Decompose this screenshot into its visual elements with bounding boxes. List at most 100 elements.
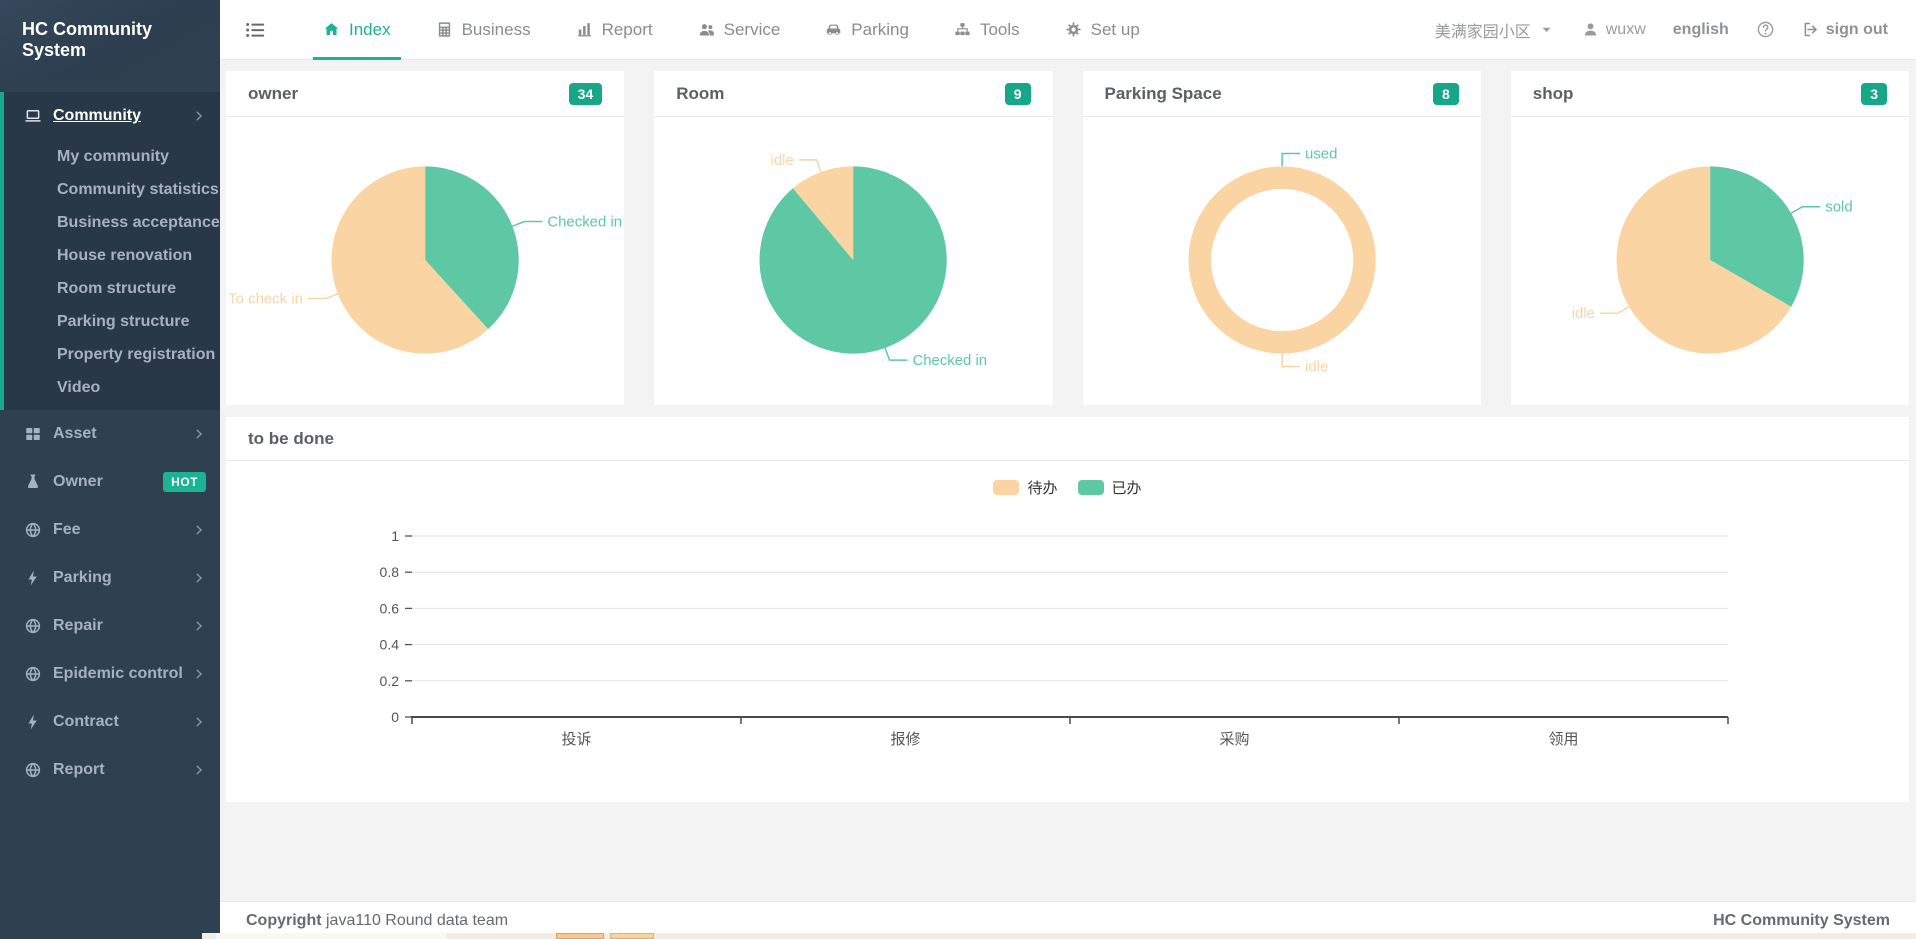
todo-panel-header: to be done	[226, 417, 1909, 461]
svg-text:0: 0	[391, 709, 399, 725]
sign-out-label: sign out	[1825, 20, 1888, 38]
tab-tools[interactable]: Tools	[939, 0, 1035, 59]
svg-text:To check in: To check in	[228, 290, 303, 307]
sidebar-item-epidemic-control[interactable]: Epidemic control	[0, 650, 220, 698]
chevron-right-icon	[192, 523, 206, 537]
sidebar-item-contract[interactable]: Contract	[0, 698, 220, 746]
tab-label: Report	[601, 19, 653, 39]
count-badge: 3	[1861, 82, 1887, 105]
count-badge: 34	[568, 82, 603, 105]
sidebar-item-business-acceptance[interactable]: Business acceptance	[57, 214, 220, 231]
sidebar-item-my-community[interactable]: My community	[57, 148, 170, 165]
svg-text:1: 1	[391, 528, 399, 544]
sidebar-item-parking-structure[interactable]: Parking structure	[57, 313, 190, 330]
sidebar-item-community[interactable]: Community	[4, 92, 220, 140]
car-icon	[825, 21, 842, 38]
tab-parking[interactable]: Parking	[810, 0, 924, 59]
sidebar-item-label: Contract	[53, 713, 119, 730]
count-badge: 9	[1004, 82, 1031, 105]
card-header: Parking Space 8	[1082, 71, 1481, 117]
sidebar: HC Community System Community My communi…	[0, 0, 220, 939]
copyright-team: java110 Round data team	[326, 911, 509, 929]
legend-item[interactable]: 已办	[1077, 477, 1142, 498]
sign-out-icon	[1802, 21, 1819, 38]
legend-item[interactable]: 待办	[993, 477, 1058, 498]
sidebar-item-owner[interactable]: Owner HOT	[0, 458, 220, 506]
content: owner 34 Checked in To check in Room 9 Ch…	[220, 60, 1916, 939]
chevron-right-icon	[192, 715, 206, 729]
todo-panel: to be done 待办 已办 0 0.2 0.4 0.6 0.8 1 投诉 报修 采购 领用	[226, 417, 1909, 802]
shop-pie-chart[interactable]: sold idle	[1511, 117, 1909, 405]
card-header: owner 34	[226, 71, 625, 117]
tab-service[interactable]: Service	[683, 0, 796, 59]
tab-report[interactable]: Report	[561, 0, 668, 59]
bar-chart-icon	[576, 21, 593, 38]
menu-toggle-icon[interactable]	[244, 19, 266, 41]
topbar: Index Business Report Service Parking	[220, 0, 1916, 60]
sidebar-item-label: Parking	[53, 569, 112, 586]
todo-bar-chart[interactable]: 0 0.2 0.4 0.6 0.8 1 投诉 报修 采购 领用	[226, 461, 1909, 802]
sidebar-item-label: Asset	[53, 425, 97, 442]
tab-set-up[interactable]: Set up	[1050, 0, 1155, 59]
help-icon[interactable]	[1756, 20, 1775, 39]
calculator-icon	[436, 21, 453, 38]
sidebar-item-label: Repair	[53, 617, 103, 634]
sidebar-item-parking[interactable]: Parking	[0, 554, 220, 602]
bottom-strip-orange-segment	[610, 933, 654, 939]
sidebar-item-label: Epidemic control	[53, 665, 183, 682]
globe-icon	[24, 617, 42, 635]
panel-title: to be done	[248, 428, 334, 448]
sidebar-item-house-renovation[interactable]: House renovation	[57, 247, 193, 264]
card-body: sold idle	[1511, 117, 1909, 405]
bottom-strip-segment	[216, 933, 446, 939]
card-header: shop 3	[1510, 71, 1909, 117]
chevron-right-icon	[192, 667, 206, 681]
bolt-icon	[24, 713, 42, 731]
community-selector[interactable]: 美满家园小区	[1435, 18, 1555, 42]
chevron-right-icon	[192, 763, 206, 777]
sidebar-item-property-registration[interactable]: Property registration	[57, 346, 216, 363]
sidebar-item-video[interactable]: Video	[57, 379, 101, 396]
language-toggle[interactable]: english	[1672, 20, 1729, 38]
room-pie-chart[interactable]: Checked in idle	[654, 117, 1052, 405]
sidebar-item-label: Community	[53, 107, 141, 124]
copyright-label: Copyright	[246, 911, 322, 929]
card-title: shop	[1532, 83, 1574, 103]
card-body: Checked in idle	[654, 117, 1052, 405]
chevron-right-icon	[192, 619, 206, 633]
chevron-right-icon	[192, 427, 206, 441]
top-nav-tabs: Index Business Report Service Parking	[308, 0, 1170, 60]
sidebar-item-room-structure[interactable]: Room structure	[57, 280, 177, 297]
chart-legend: 待办 已办	[226, 477, 1909, 498]
tab-label: Set up	[1090, 19, 1140, 39]
sign-out-button[interactable]: sign out	[1802, 21, 1888, 39]
sidebar-item-community-statistics[interactable]: Community statistics	[57, 181, 219, 198]
tab-index[interactable]: Index	[308, 0, 406, 60]
card-header: Room 9	[654, 71, 1053, 117]
svg-text:0.2: 0.2	[380, 673, 400, 689]
sidebar-item-label: Fee	[53, 521, 81, 538]
svg-text:Checked in: Checked in	[913, 352, 988, 369]
sidebar-item-repair[interactable]: Repair	[0, 602, 220, 650]
globe-icon	[24, 665, 42, 683]
tab-label: Parking	[851, 19, 909, 39]
bottom-edge-strip	[202, 933, 1916, 939]
room-card: Room 9 Checked in idle	[654, 71, 1053, 405]
sidebar-item-asset[interactable]: Asset	[0, 410, 220, 458]
svg-text:0.6: 0.6	[380, 600, 400, 616]
chevron-right-icon	[192, 571, 206, 585]
user-icon	[1582, 21, 1599, 38]
parking-donut-chart[interactable]: used idle	[1083, 117, 1481, 405]
tab-business[interactable]: Business	[421, 0, 546, 59]
sidebar-item-fee[interactable]: Fee	[0, 506, 220, 554]
users-icon	[698, 21, 715, 38]
sidebar-nav: Community My community Community statist…	[0, 80, 220, 794]
topbar-right: 美满家园小区 wuxw english sign out	[1435, 18, 1888, 42]
sidebar-item-report[interactable]: Report	[0, 746, 220, 794]
user-menu[interactable]: wuxw	[1582, 21, 1646, 39]
tab-label: Service	[723, 19, 781, 39]
legend-swatch	[1077, 480, 1104, 495]
laptop-icon	[24, 107, 42, 125]
owner-pie-chart[interactable]: Checked in To check in	[226, 117, 624, 405]
